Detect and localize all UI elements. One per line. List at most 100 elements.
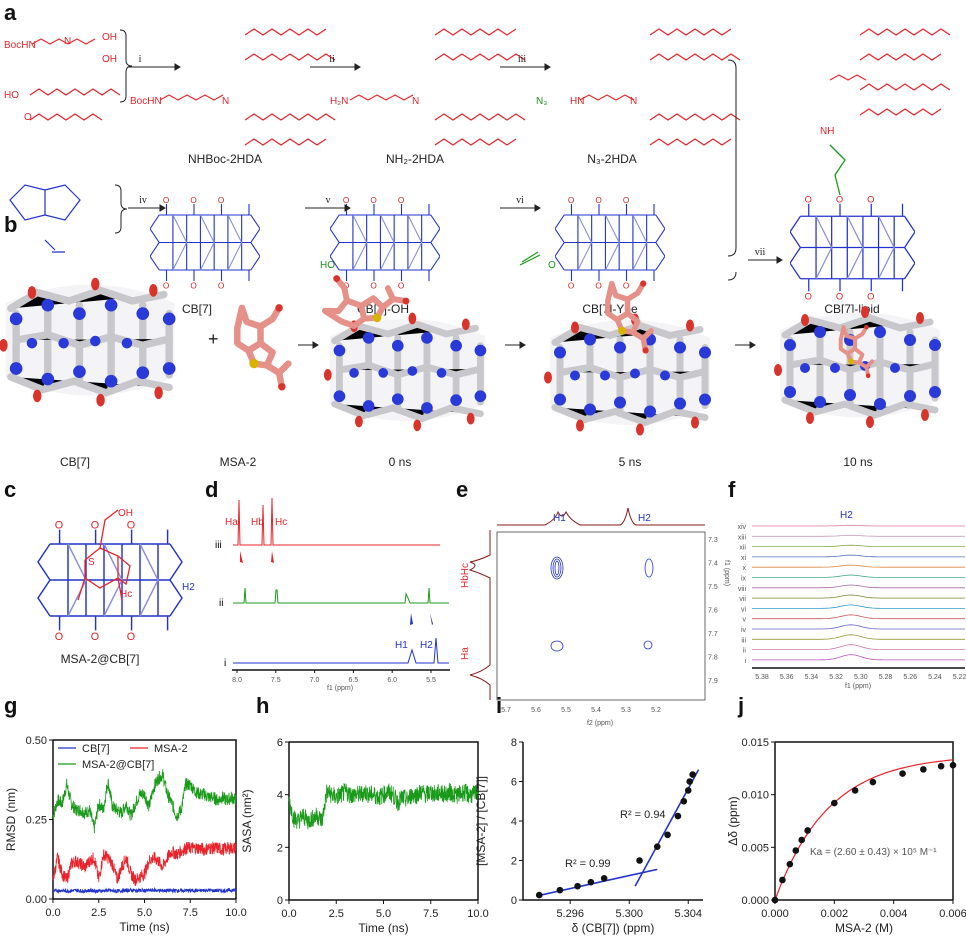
y-tick-label: 7.7 xyxy=(708,631,718,638)
y-axis-label: [MSA-2] / [CB[7]] xyxy=(474,776,488,866)
x-tick-label: 10.0 xyxy=(467,908,488,920)
alkyl-chain xyxy=(434,53,526,61)
series-line-cb-7- xyxy=(52,886,237,895)
data-point xyxy=(771,896,779,904)
step-iv: iv xyxy=(139,195,147,206)
data-point xyxy=(949,761,957,769)
y-tick-label: 6 xyxy=(511,777,517,789)
data-point xyxy=(786,860,794,868)
axis-frame-top-right xyxy=(289,741,479,900)
y-axis-label: SASA (nm²) xyxy=(240,789,254,852)
x-tick-label: 5.2 xyxy=(651,707,661,714)
chart-sasa: 0.0 2.5 5.0 7.5 10.0 0 2 4 6 Time (ns) SASA (nm²) xyxy=(240,737,489,935)
trace-label-ii: ii xyxy=(219,598,223,609)
peak-label-h2: H2 xyxy=(420,640,433,651)
data-point xyxy=(587,878,595,886)
data-point xyxy=(899,770,906,777)
snapshot-caption-5ns: 5 ns xyxy=(619,455,642,469)
complex-structure: OH S Hc H2 MSA-2@CB[7] xyxy=(37,508,195,666)
step-ii: ii xyxy=(329,54,335,65)
y-tick-label: 2 xyxy=(511,856,517,868)
atom-n-2: N xyxy=(222,96,229,107)
snapshot-caption-cb7: CB[7] xyxy=(60,455,90,469)
x-tick-label: 0.000 xyxy=(761,908,789,920)
y-tick-label: 4 xyxy=(511,816,517,828)
x-tick-label: 5.28 xyxy=(879,674,893,681)
x-tick-label: 7.0 xyxy=(310,677,320,684)
alkyl-chain xyxy=(244,28,327,36)
data-point xyxy=(574,882,581,890)
alkyl-chain xyxy=(859,53,942,61)
fit-line xyxy=(536,868,658,897)
alkyl-chain xyxy=(434,28,517,36)
fit-line xyxy=(634,769,700,887)
x-tick-label: 2.5 xyxy=(329,908,344,920)
x-tick-label: 5.3 xyxy=(621,707,631,714)
x-tick-label: 5.30 xyxy=(854,674,868,681)
y-tick-label: 6 xyxy=(277,737,283,749)
y-tick-label: 7.4 xyxy=(708,561,718,568)
step-iii: iii xyxy=(518,54,527,65)
trace-label: vii xyxy=(739,596,746,603)
x-tick-label: 7.5 xyxy=(183,907,198,919)
snapshot-caption-10ns: 10 ns xyxy=(843,455,872,469)
series-line-sasa xyxy=(288,783,479,830)
snapshot-caption-msa2: MSA-2 xyxy=(220,455,257,469)
panel-label-i: i xyxy=(496,693,502,718)
x-tick-label: 0.0 xyxy=(281,908,296,920)
x-tick-label: 6.5 xyxy=(349,677,359,684)
atom-n3: N₃ xyxy=(536,96,547,107)
data-point xyxy=(674,812,682,820)
cross-peaks xyxy=(550,556,654,652)
x-tick-label: 5.0 xyxy=(376,908,391,920)
x-axis-label: f1 (ppm) xyxy=(845,683,871,690)
nmr-1h-spectra: iii ii i Ha Hb Hc H1 H2 8.0 7.5 7.0 6.5 6.0 5… xyxy=(215,497,450,692)
trace-label: i xyxy=(744,658,746,665)
peak-label-h1: H1 xyxy=(395,640,408,651)
data-point xyxy=(686,778,694,785)
x-tick-label: 5.0 xyxy=(137,907,152,919)
panel-label-a: a xyxy=(4,0,17,25)
x-tick-label: 5.300 xyxy=(615,908,643,920)
md-snapshots: + CB[7] MSA-2 0 ns 5 ns 10 ns xyxy=(0,269,941,469)
y-tick-label: 7.9 xyxy=(708,678,718,685)
spectrum-trace-iii xyxy=(233,497,440,546)
chart-binding-isotherm: 0.000 0.002 0.004 0.006 0.000 0.005 0.010 0.015… xyxy=(726,737,966,935)
alkyl-chain xyxy=(649,113,741,121)
panel-label-b: b xyxy=(4,212,17,237)
y-axis-label: Δδ (ppm) xyxy=(726,796,740,845)
y-axis-label: RMSD (nm) xyxy=(4,788,18,851)
x-tick-label: 5.22 xyxy=(953,674,966,681)
titration-trace xyxy=(752,594,965,599)
trace-label-i: i xyxy=(224,658,226,669)
panel-label-c: c xyxy=(4,477,16,502)
binding-constant-label: Ka = (2.60 ± 0.43) × 10⁵ M⁻¹ xyxy=(810,847,937,858)
data-point xyxy=(920,766,927,773)
atom-oh: OH xyxy=(102,32,117,43)
titration-trace xyxy=(752,554,965,558)
compound-nh2-2hda: NH₂-2HDA xyxy=(386,152,444,166)
atom-bochn-2: BocHN xyxy=(130,96,162,107)
trace-label: xi xyxy=(741,555,747,562)
data-point xyxy=(831,799,838,807)
y-tick-label: 7.3 xyxy=(708,537,718,544)
data-point xyxy=(653,843,661,850)
trace-label: ii xyxy=(743,648,747,655)
step-vi: vi xyxy=(516,195,524,206)
peak-label-hc: Hc xyxy=(275,517,287,528)
data-point xyxy=(556,886,564,894)
data-point xyxy=(664,831,671,839)
peak-label-hb: Hb xyxy=(251,517,264,528)
x-tick-label: 5.38 xyxy=(755,674,769,681)
x-tick-label: 5.5 xyxy=(426,677,436,684)
x-tick-label: 5.24 xyxy=(928,674,942,681)
titration-trace xyxy=(752,544,965,547)
data-point xyxy=(680,797,688,805)
x-tick-label: 5.32 xyxy=(829,674,843,681)
atom-o: O xyxy=(24,112,32,123)
y-tick-label: 0.25 xyxy=(26,815,47,827)
titration-trace xyxy=(752,534,965,537)
atom-oh-c: OH xyxy=(118,508,133,519)
x-tick-label: 7.5 xyxy=(271,677,281,684)
titration-trace xyxy=(752,644,965,650)
